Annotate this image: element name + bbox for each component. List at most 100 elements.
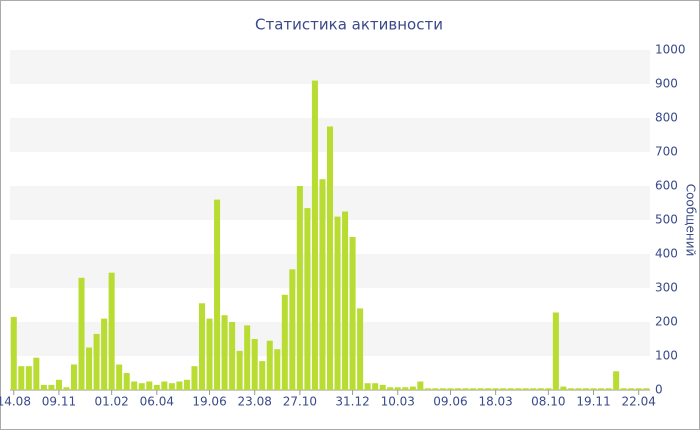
bar	[364, 383, 371, 390]
bar	[70, 364, 78, 390]
y-tick-label: 0	[655, 383, 663, 397]
bar	[613, 371, 620, 390]
bar	[643, 388, 650, 390]
bar	[229, 322, 236, 390]
bar	[183, 379, 190, 390]
bar	[334, 216, 341, 390]
bar	[372, 383, 379, 390]
bar	[176, 381, 183, 390]
bar	[530, 388, 537, 390]
bar	[545, 388, 552, 390]
bar	[447, 388, 454, 390]
bar	[131, 381, 138, 390]
bar	[191, 366, 198, 390]
bar	[424, 388, 431, 390]
bar	[86, 347, 93, 390]
y-tick-label: 1000	[655, 43, 686, 57]
x-tick-label: 22.04	[622, 395, 656, 409]
bar	[198, 303, 206, 390]
bar	[462, 388, 469, 390]
bar	[153, 384, 160, 390]
bar	[311, 80, 318, 390]
y-tick-label: 100	[655, 349, 678, 363]
x-tick-label: 19.11	[576, 395, 610, 409]
bar	[432, 388, 439, 390]
y-tick-label: 700	[655, 145, 678, 159]
bar	[402, 387, 409, 390]
bar	[244, 325, 251, 390]
bar	[590, 388, 597, 390]
bar	[575, 388, 582, 390]
bar	[379, 384, 386, 390]
bar	[259, 361, 266, 390]
bar	[552, 312, 559, 390]
bar	[492, 388, 499, 390]
bar	[342, 211, 349, 390]
bar	[101, 318, 108, 390]
bar	[161, 381, 168, 390]
grid-band	[10, 50, 650, 84]
bar	[296, 186, 303, 390]
bar	[304, 208, 311, 390]
bar	[349, 237, 356, 390]
bar	[289, 269, 296, 390]
y-tick-label: 200	[655, 315, 678, 329]
bar	[214, 199, 221, 390]
bar	[387, 387, 394, 390]
bar	[598, 388, 605, 390]
bar	[138, 383, 145, 390]
bar	[394, 387, 401, 390]
bar	[10, 316, 17, 390]
bar	[251, 339, 258, 390]
bar	[281, 294, 288, 390]
bar	[78, 277, 85, 390]
bar	[620, 388, 627, 390]
bar	[507, 388, 514, 390]
bar	[417, 381, 424, 390]
x-tick-label: 23.08	[238, 395, 272, 409]
bar	[48, 384, 55, 390]
band-layer	[10, 50, 650, 356]
bar	[221, 315, 228, 390]
bar	[93, 333, 100, 390]
x-tick-label: 06.04	[140, 395, 174, 409]
bar	[108, 272, 115, 390]
y-tick-label: 800	[655, 111, 678, 125]
bar	[560, 386, 567, 390]
bar	[25, 366, 32, 390]
bar	[470, 388, 477, 390]
bar	[485, 388, 492, 390]
bar	[567, 388, 574, 390]
bar	[477, 388, 484, 390]
x-tick-label: 18.03	[478, 395, 512, 409]
bar	[326, 126, 334, 390]
y-tick-label: 600	[655, 179, 678, 193]
y-tick-label: 400	[655, 247, 678, 261]
bar	[537, 388, 544, 390]
bar	[635, 388, 642, 390]
bar	[206, 318, 213, 390]
bar	[236, 350, 243, 390]
bar	[500, 388, 507, 390]
bar	[116, 364, 123, 390]
bar	[40, 384, 47, 390]
chart-title: Статистика активности	[255, 16, 443, 34]
bar	[33, 357, 40, 390]
bar	[409, 386, 416, 390]
x-tick-label: 09.11	[42, 395, 76, 409]
bar	[168, 383, 175, 390]
bar	[522, 388, 529, 390]
bar	[55, 379, 62, 390]
x-tick-label: 08.10	[531, 395, 565, 409]
y-tick-label: 500	[655, 213, 678, 227]
x-tick-label: 14.08	[0, 395, 31, 409]
x-tick-label: 01.02	[94, 395, 128, 409]
bar	[274, 349, 281, 390]
bar	[63, 387, 70, 390]
bar	[357, 308, 364, 390]
bar	[18, 366, 25, 390]
y-tick-label: 900	[655, 77, 678, 91]
x-tick-label: 27.10	[283, 395, 317, 409]
bar	[123, 373, 130, 390]
